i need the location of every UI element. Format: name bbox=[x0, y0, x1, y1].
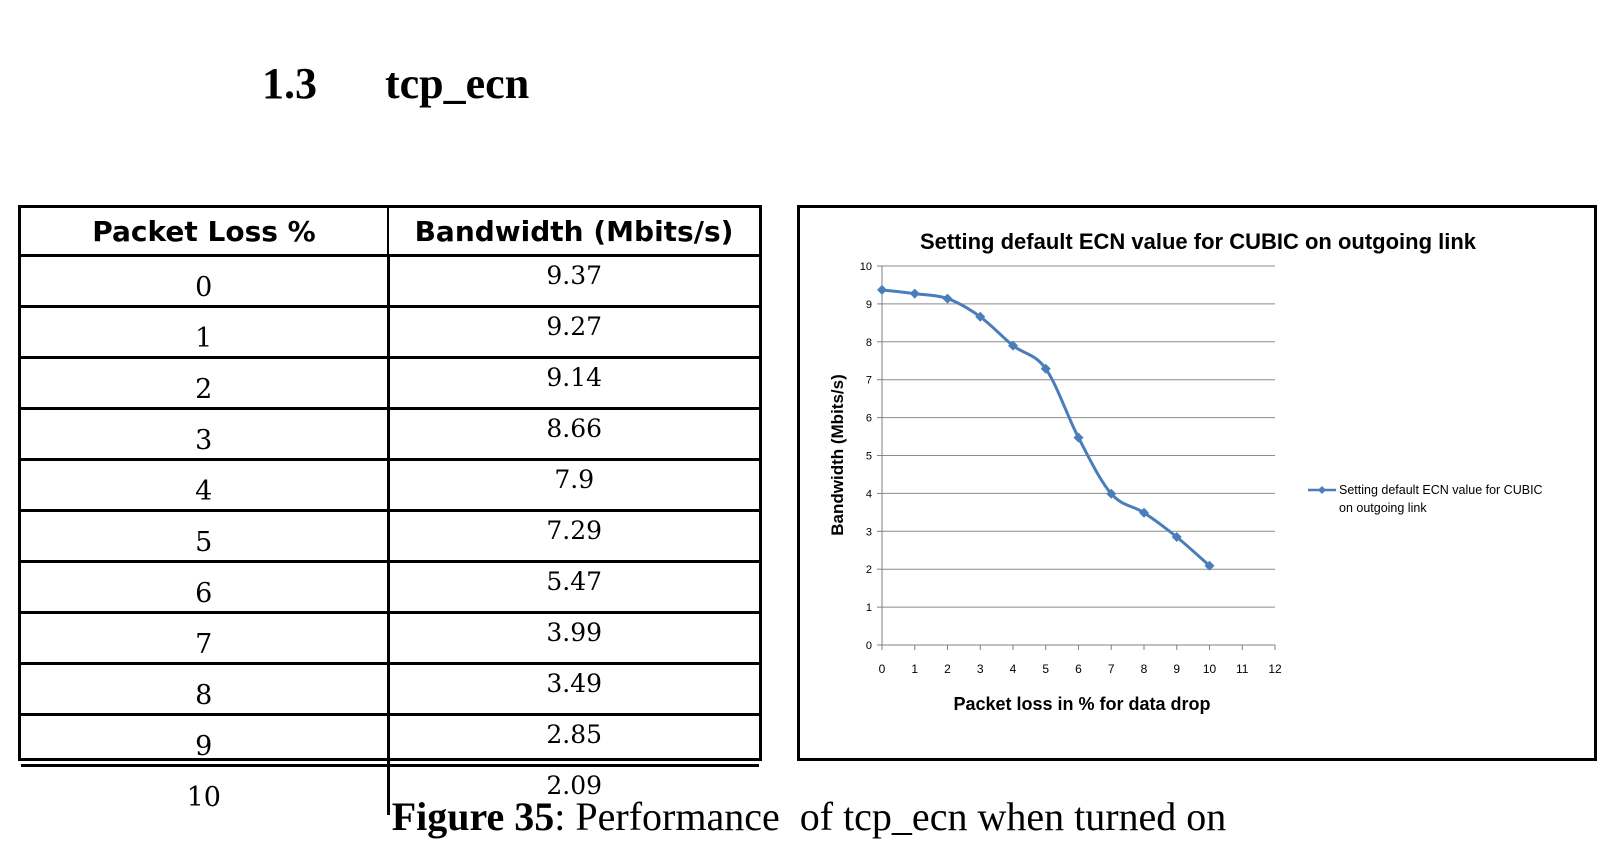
packet-loss-cell: 8 bbox=[21, 662, 390, 715]
bandwidth-cell: 9.14 bbox=[388, 356, 759, 409]
figure-label: Figure 35 bbox=[391, 794, 555, 839]
data-point-marker bbox=[1106, 488, 1117, 499]
table-row: 2 9.14 bbox=[21, 356, 759, 409]
packet-loss-cell: 3 bbox=[21, 407, 390, 460]
bandwidth-cell: 2.09 bbox=[388, 764, 759, 815]
packet-loss-cell: 9 bbox=[21, 713, 390, 766]
bandwidth-cell: 2.85 bbox=[388, 713, 759, 766]
section-number: 1.3 bbox=[262, 59, 317, 108]
bandwidth-cell: 7.9 bbox=[388, 458, 759, 511]
legend-marker bbox=[1318, 486, 1326, 494]
x-tick-label: 7 bbox=[1108, 662, 1115, 676]
y-tick-label: 3 bbox=[866, 526, 872, 538]
y-tick-label: 0 bbox=[866, 640, 872, 652]
axes bbox=[877, 265, 1276, 650]
bandwidth-cell: 7.29 bbox=[388, 509, 759, 562]
x-tick-label: 8 bbox=[1141, 662, 1148, 676]
table-row: 4 7.9 bbox=[21, 458, 759, 511]
table-row: 6 5.47 bbox=[21, 560, 759, 613]
table-row: 9 2.85 bbox=[21, 713, 759, 766]
y-tick-label: 4 bbox=[866, 488, 872, 500]
bandwidth-cell: 9.37 bbox=[388, 254, 759, 307]
data-point-marker bbox=[1008, 340, 1018, 351]
column-header-packet-loss: Packet Loss % bbox=[21, 208, 389, 257]
x-axis-label: Packet loss in % for data drop bbox=[953, 694, 1210, 714]
table-row: 0 9.37 bbox=[21, 254, 759, 307]
figure-caption: Figure 35: Performance of tcp_ecn when t… bbox=[0, 793, 1618, 840]
x-tick-label: 3 bbox=[977, 662, 984, 676]
x-tick-label: 4 bbox=[1010, 662, 1017, 676]
y-tick-label: 9 bbox=[866, 299, 872, 311]
data-table: Packet Loss % Bandwidth (Mbits/s) 0 9.37 1… bbox=[18, 205, 762, 815]
legend: Setting default ECN value for CUBIC on ou… bbox=[1308, 483, 1543, 515]
x-tick-label: 12 bbox=[1268, 662, 1282, 676]
y-tick-labels: 0 1 2 3 4 5 6 7 8 9 10 bbox=[860, 261, 872, 652]
x-tick-label: 10 bbox=[1203, 662, 1217, 676]
figure-caption-text: : Performance of tcp_ecn when turned on bbox=[554, 794, 1227, 839]
table-row: 1 9.27 bbox=[21, 305, 759, 358]
column-header-bandwidth: Bandwidth (Mbits/s) bbox=[388, 208, 759, 257]
y-tick-label: 10 bbox=[860, 261, 872, 273]
packet-loss-cell: 4 bbox=[21, 458, 390, 511]
data-point-marker bbox=[1204, 560, 1215, 571]
table-row: 10 2.09 bbox=[21, 764, 759, 815]
y-tick-label: 5 bbox=[866, 451, 872, 463]
packet-loss-cell: 6 bbox=[21, 560, 390, 613]
y-tick-label: 8 bbox=[866, 337, 872, 349]
data-point-marker bbox=[1073, 432, 1084, 443]
x-tick-labels: 0 1 2 3 4 5 6 7 8 9 10 11 12 bbox=[879, 662, 1282, 676]
packet-loss-cell: 10 bbox=[21, 764, 390, 815]
data-point-marker bbox=[877, 284, 887, 295]
bandwidth-cell: 3.99 bbox=[388, 611, 759, 664]
bandwidth-cell: 9.27 bbox=[388, 305, 759, 358]
legend-label: Setting default ECN value for CUBIC on ou… bbox=[1339, 483, 1543, 515]
x-tick-label: 1 bbox=[911, 662, 918, 676]
table-row: 8 3.49 bbox=[21, 662, 759, 715]
table-row: 3 8.66 bbox=[21, 407, 759, 460]
chart-panel: 0 1 2 3 4 5 6 7 8 9 10 0 1 2 3 4 5 6 7 8 9 10 11 12 Setting de… bbox=[797, 205, 1597, 761]
data-point-marker bbox=[1139, 507, 1149, 518]
data-point-marker bbox=[975, 311, 986, 322]
y-tick-label: 7 bbox=[866, 375, 872, 387]
bandwidth-cell: 8.66 bbox=[388, 407, 759, 460]
packet-loss-cell: 2 bbox=[21, 356, 390, 409]
y-axis-label: Bandwidth (Mbits/s) bbox=[828, 374, 847, 535]
x-tick-label: 11 bbox=[1236, 662, 1249, 676]
bandwidth-cell: 5.47 bbox=[388, 560, 759, 613]
data-point-marker bbox=[1171, 531, 1182, 542]
packet-loss-cell: 0 bbox=[21, 254, 390, 307]
x-tick-label: 2 bbox=[944, 662, 951, 676]
packet-loss-cell: 1 bbox=[21, 305, 390, 358]
packet-loss-cell: 5 bbox=[21, 509, 390, 562]
y-tick-label: 6 bbox=[866, 413, 872, 425]
table-row: 5 7.29 bbox=[21, 509, 759, 562]
x-tick-label: 5 bbox=[1042, 662, 1049, 676]
y-tick-label: 2 bbox=[866, 564, 872, 576]
table-header-row: Packet Loss % Bandwidth (Mbits/s) bbox=[21, 208, 759, 257]
data-point-marker bbox=[942, 293, 953, 304]
bandwidth-cell: 3.49 bbox=[388, 662, 759, 715]
table-body: 0 9.37 1 9.27 2 9.14 3 8.66 4 7.9 5 7.29 6 5.47 7 3.99 8… bbox=[21, 254, 759, 815]
data-point-marker bbox=[1040, 363, 1051, 374]
x-tick-label: 0 bbox=[879, 662, 886, 676]
packet-loss-cell: 7 bbox=[21, 611, 390, 664]
series-line bbox=[881, 288, 1211, 567]
series-layer bbox=[877, 284, 1215, 571]
section-title: tcp_ecn bbox=[385, 59, 530, 108]
x-tick-label: 9 bbox=[1173, 662, 1180, 676]
x-tick-label: 6 bbox=[1075, 662, 1082, 676]
grid-lines bbox=[882, 265, 1275, 608]
chart-title: Setting default ECN value for CUBIC on o… bbox=[920, 229, 1477, 254]
table-row: 7 3.99 bbox=[21, 611, 759, 664]
data-point-marker bbox=[909, 288, 920, 299]
y-tick-label: 1 bbox=[866, 602, 872, 614]
